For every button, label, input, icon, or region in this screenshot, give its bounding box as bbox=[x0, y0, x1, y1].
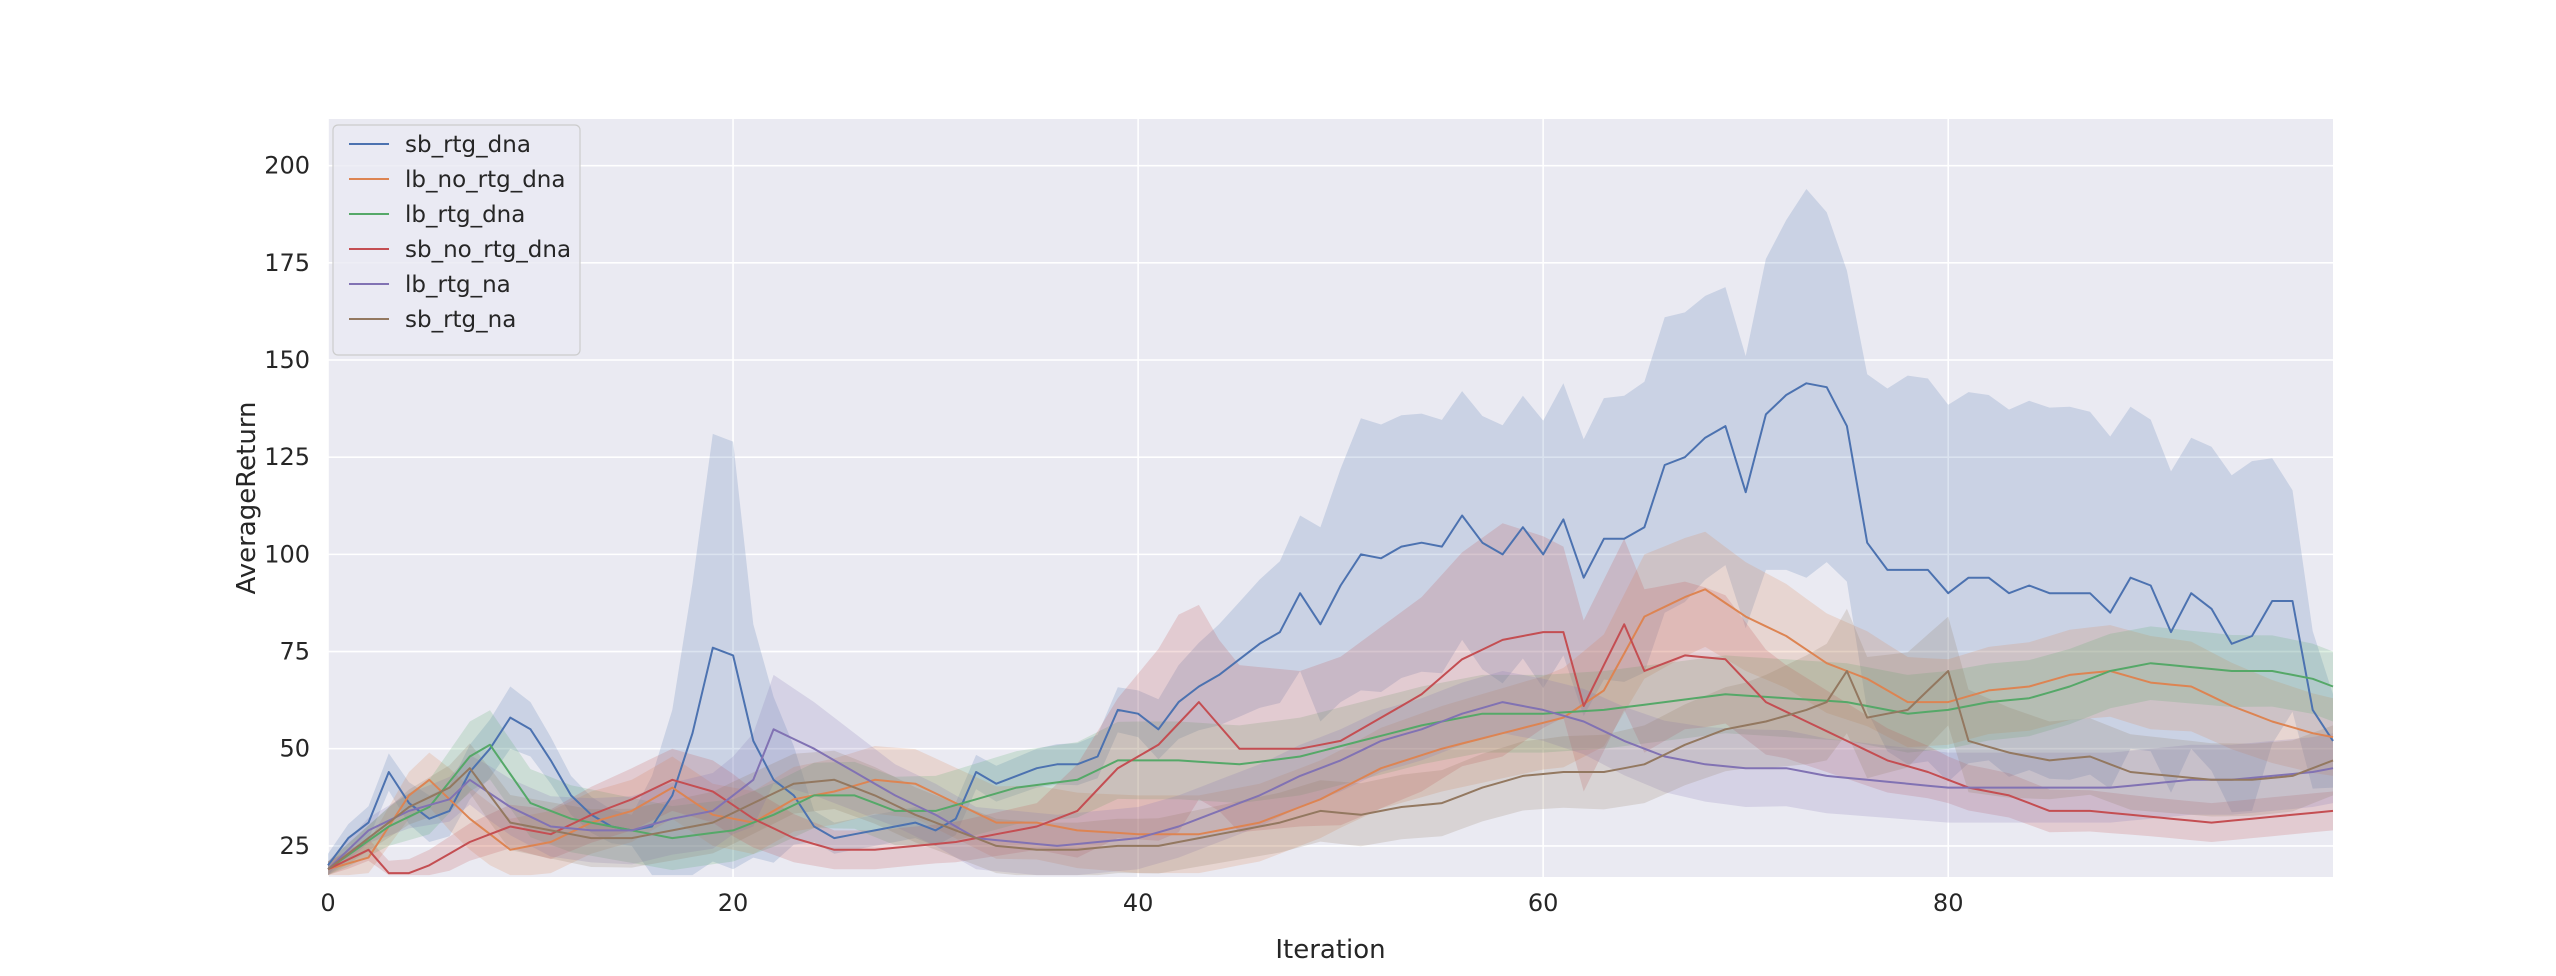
y-tick-label: 50 bbox=[279, 735, 310, 763]
y-tick-label: 150 bbox=[264, 346, 310, 374]
tick-layer: 0 20 40 60 80 25 50 75 100 125 150 175 200 bbox=[264, 152, 1963, 917]
series-band-sb_rtg_dna bbox=[328, 189, 2333, 876]
legend-label: lb_no_rtg_dna bbox=[405, 167, 565, 193]
legend: sb_rtg_dna lb_no_rtg_dna lb_rtg_dna sb_no_r… bbox=[332, 124, 581, 356]
y-tick-label: 25 bbox=[279, 832, 310, 860]
series-line-sb_rtg_dna bbox=[327, 382, 2334, 866]
series-line-lb_rtg_na bbox=[327, 701, 2334, 870]
legend-box bbox=[332, 124, 581, 356]
series-band-lb_no_rtg_dna bbox=[328, 531, 2333, 876]
legend-label: sb_rtg_na bbox=[405, 307, 516, 333]
x-tick-label: 60 bbox=[1528, 889, 1559, 917]
y-tick-label: 200 bbox=[264, 152, 310, 180]
y-tick-label: 75 bbox=[279, 638, 310, 666]
x-axis-label: Iteration bbox=[1275, 935, 1385, 965]
legend-label: lb_rtg_na bbox=[405, 272, 511, 298]
line-layer bbox=[327, 382, 2334, 875]
legend-label: lb_rtg_dna bbox=[405, 202, 525, 228]
legend-label: sb_rtg_dna bbox=[405, 132, 531, 158]
series-band-sb_no_rtg_dna bbox=[328, 523, 2333, 876]
y-tick-label: 125 bbox=[264, 443, 310, 471]
x-tick-label: 0 bbox=[320, 889, 335, 917]
y-axis-label: AverageReturn bbox=[232, 401, 262, 594]
band-layer bbox=[328, 189, 2333, 876]
series-band-lb_rtg_dna bbox=[328, 626, 2333, 876]
legend-label: sb_no_rtg_dna bbox=[405, 237, 571, 263]
x-tick-label: 80 bbox=[1933, 889, 1964, 917]
series-line-sb_rtg_na bbox=[327, 670, 2334, 870]
series-line-lb_rtg_dna bbox=[327, 662, 2334, 871]
y-tick-label: 175 bbox=[264, 249, 310, 277]
series-band-sb_rtg_na bbox=[328, 608, 2333, 876]
x-tick-label: 20 bbox=[718, 889, 749, 917]
series-line-lb_no_rtg_dna bbox=[327, 588, 2334, 871]
series-line-sb_no_rtg_dna bbox=[327, 623, 2334, 875]
x-tick-label: 40 bbox=[1123, 889, 1154, 917]
y-tick-label: 100 bbox=[264, 540, 310, 568]
series-band-lb_rtg_na bbox=[328, 671, 2333, 876]
